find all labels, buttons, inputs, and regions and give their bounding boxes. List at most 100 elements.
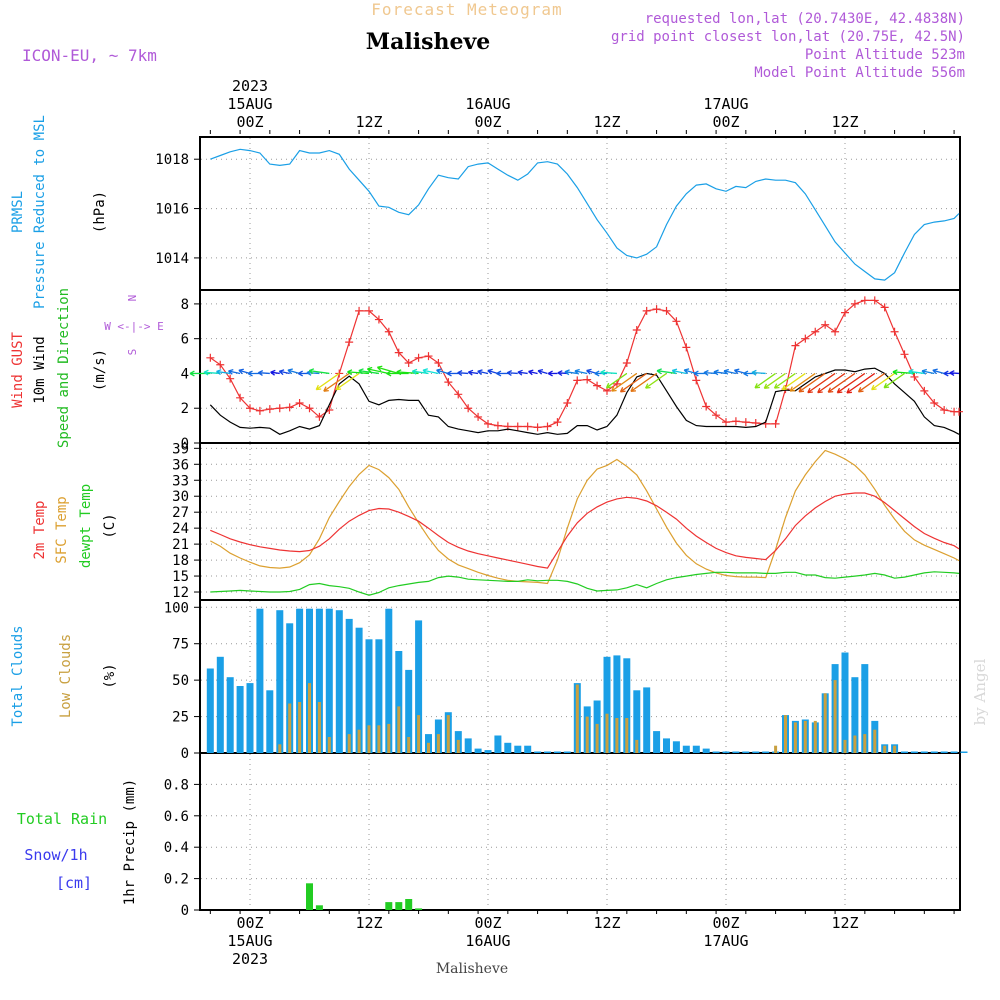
total-clouds-bar	[752, 751, 760, 753]
wind-direction-arrow	[386, 370, 409, 377]
gust-marker	[850, 299, 859, 308]
wind-direction-arrow	[798, 372, 826, 393]
wind-direction-arrow	[871, 372, 895, 391]
y-tick-label: 0.6	[164, 809, 189, 825]
precip-panel	[199, 752, 961, 911]
rain-bar	[405, 899, 413, 910]
y-tick-label: 1016	[155, 202, 189, 218]
total-clouds-bar	[226, 677, 234, 753]
total-clouds-bar	[266, 690, 274, 753]
gust-marker	[801, 334, 810, 343]
gust-marker	[553, 418, 562, 427]
low-clouds-bar	[387, 723, 391, 753]
total-clouds-bar	[335, 610, 343, 753]
low-clouds-bar	[833, 680, 837, 753]
total-clouds-bar	[534, 751, 542, 753]
wind-direction-arrow	[836, 372, 866, 394]
wind-direction-arrow	[564, 369, 578, 376]
total-clouds-bar	[276, 610, 284, 753]
wind-direction-arrow	[713, 369, 727, 376]
wind-direction-arrow	[807, 372, 836, 394]
wind-direction-arrow	[611, 372, 638, 392]
low-clouds-bar	[605, 713, 609, 753]
total-clouds-bar	[236, 686, 244, 753]
gust-marker	[394, 348, 403, 357]
total-clouds-bar	[712, 751, 720, 753]
total-clouds-bar	[286, 623, 294, 753]
wind-direction-arrow	[908, 368, 925, 375]
gust-marker	[295, 399, 304, 408]
total-clouds-bar	[544, 751, 551, 753]
sfc-temp-line	[210, 449, 960, 585]
wind-direction-arrow	[203, 369, 221, 376]
rain-bar	[385, 902, 393, 910]
wind-direction-arrow	[477, 369, 489, 376]
gust-marker	[831, 327, 840, 336]
low-clouds-bar	[446, 715, 450, 753]
wind-direction-arrow	[366, 366, 389, 375]
total-clouds-bar	[563, 751, 571, 753]
gust-marker	[444, 378, 453, 387]
low-clouds-bar	[843, 739, 847, 753]
compass-north: N	[126, 295, 139, 302]
total-clouds-bar	[494, 735, 502, 753]
total-clouds-bar	[960, 751, 968, 753]
gust-marker	[365, 306, 373, 315]
total-clouds-bar	[405, 669, 413, 753]
total-clouds-bar	[940, 751, 948, 753]
bottom-time-label: 00Z	[236, 914, 263, 932]
total-clouds-bar	[553, 751, 561, 753]
wind-direction-arrow	[605, 372, 628, 389]
model-label: ICON-EU, ~ 7km	[22, 46, 157, 65]
gust-label: Wind GUST	[10, 332, 26, 408]
total-clouds-bar	[732, 751, 740, 753]
gust-marker	[860, 296, 869, 305]
pressure-panel	[199, 136, 961, 291]
wind-direction-arrow	[846, 372, 876, 394]
total-clouds-bar	[603, 656, 611, 753]
total-clouds-bar	[206, 668, 214, 753]
gust-marker	[920, 386, 929, 395]
low-clouds-bar	[575, 684, 579, 753]
wind-direction-arrow	[817, 372, 846, 394]
wind-direction-arrow	[630, 372, 657, 393]
gust-marker	[821, 320, 830, 329]
gust-marker	[226, 374, 235, 383]
gust-marker	[900, 350, 909, 359]
top-time-label: 00Z	[712, 113, 739, 131]
wind-direction-arrow	[335, 372, 360, 391]
wind-direction-arrow	[763, 372, 786, 389]
gust-marker	[930, 399, 939, 408]
total-clouds-bar	[415, 620, 423, 753]
gust-marker	[434, 359, 443, 368]
low-clouds-bar	[327, 737, 331, 753]
gust-marker	[206, 353, 215, 362]
total-clouds-bar	[514, 745, 522, 753]
low-clouds-bar	[436, 734, 440, 753]
gust-marker	[612, 379, 621, 388]
gust-marker	[315, 412, 324, 421]
wind-direction-arrow	[773, 372, 796, 389]
bottom-time-label: 17AUG	[703, 932, 748, 950]
direction-label: Speed and Direction	[56, 288, 72, 448]
total-clouds-bar	[950, 751, 958, 753]
total-clouds-bar	[246, 683, 254, 753]
total-clouds-bar	[692, 745, 700, 753]
y-tick-label: 33	[172, 473, 189, 489]
total-clouds-bar	[395, 651, 403, 753]
top-time-label: 2023	[232, 77, 268, 95]
total-clouds-bar	[702, 748, 710, 753]
rain-bar	[395, 902, 403, 910]
gust-marker	[543, 422, 552, 431]
pressure-line	[210, 148, 960, 281]
gust-marker	[513, 422, 522, 431]
y-tick-label: 100	[164, 600, 189, 616]
wind-label: 10m Wind	[32, 336, 48, 403]
y-tick-label: 0.8	[164, 777, 189, 793]
meta-requested: requested lon,lat (20.7430E, 42.4838N)	[645, 11, 965, 27]
gust-marker	[622, 359, 631, 368]
pressure-label-1: PRMSL	[10, 191, 26, 233]
wind-direction-arrow	[528, 369, 538, 376]
gust-marker	[682, 343, 691, 352]
low-clouds-bar	[793, 722, 797, 753]
